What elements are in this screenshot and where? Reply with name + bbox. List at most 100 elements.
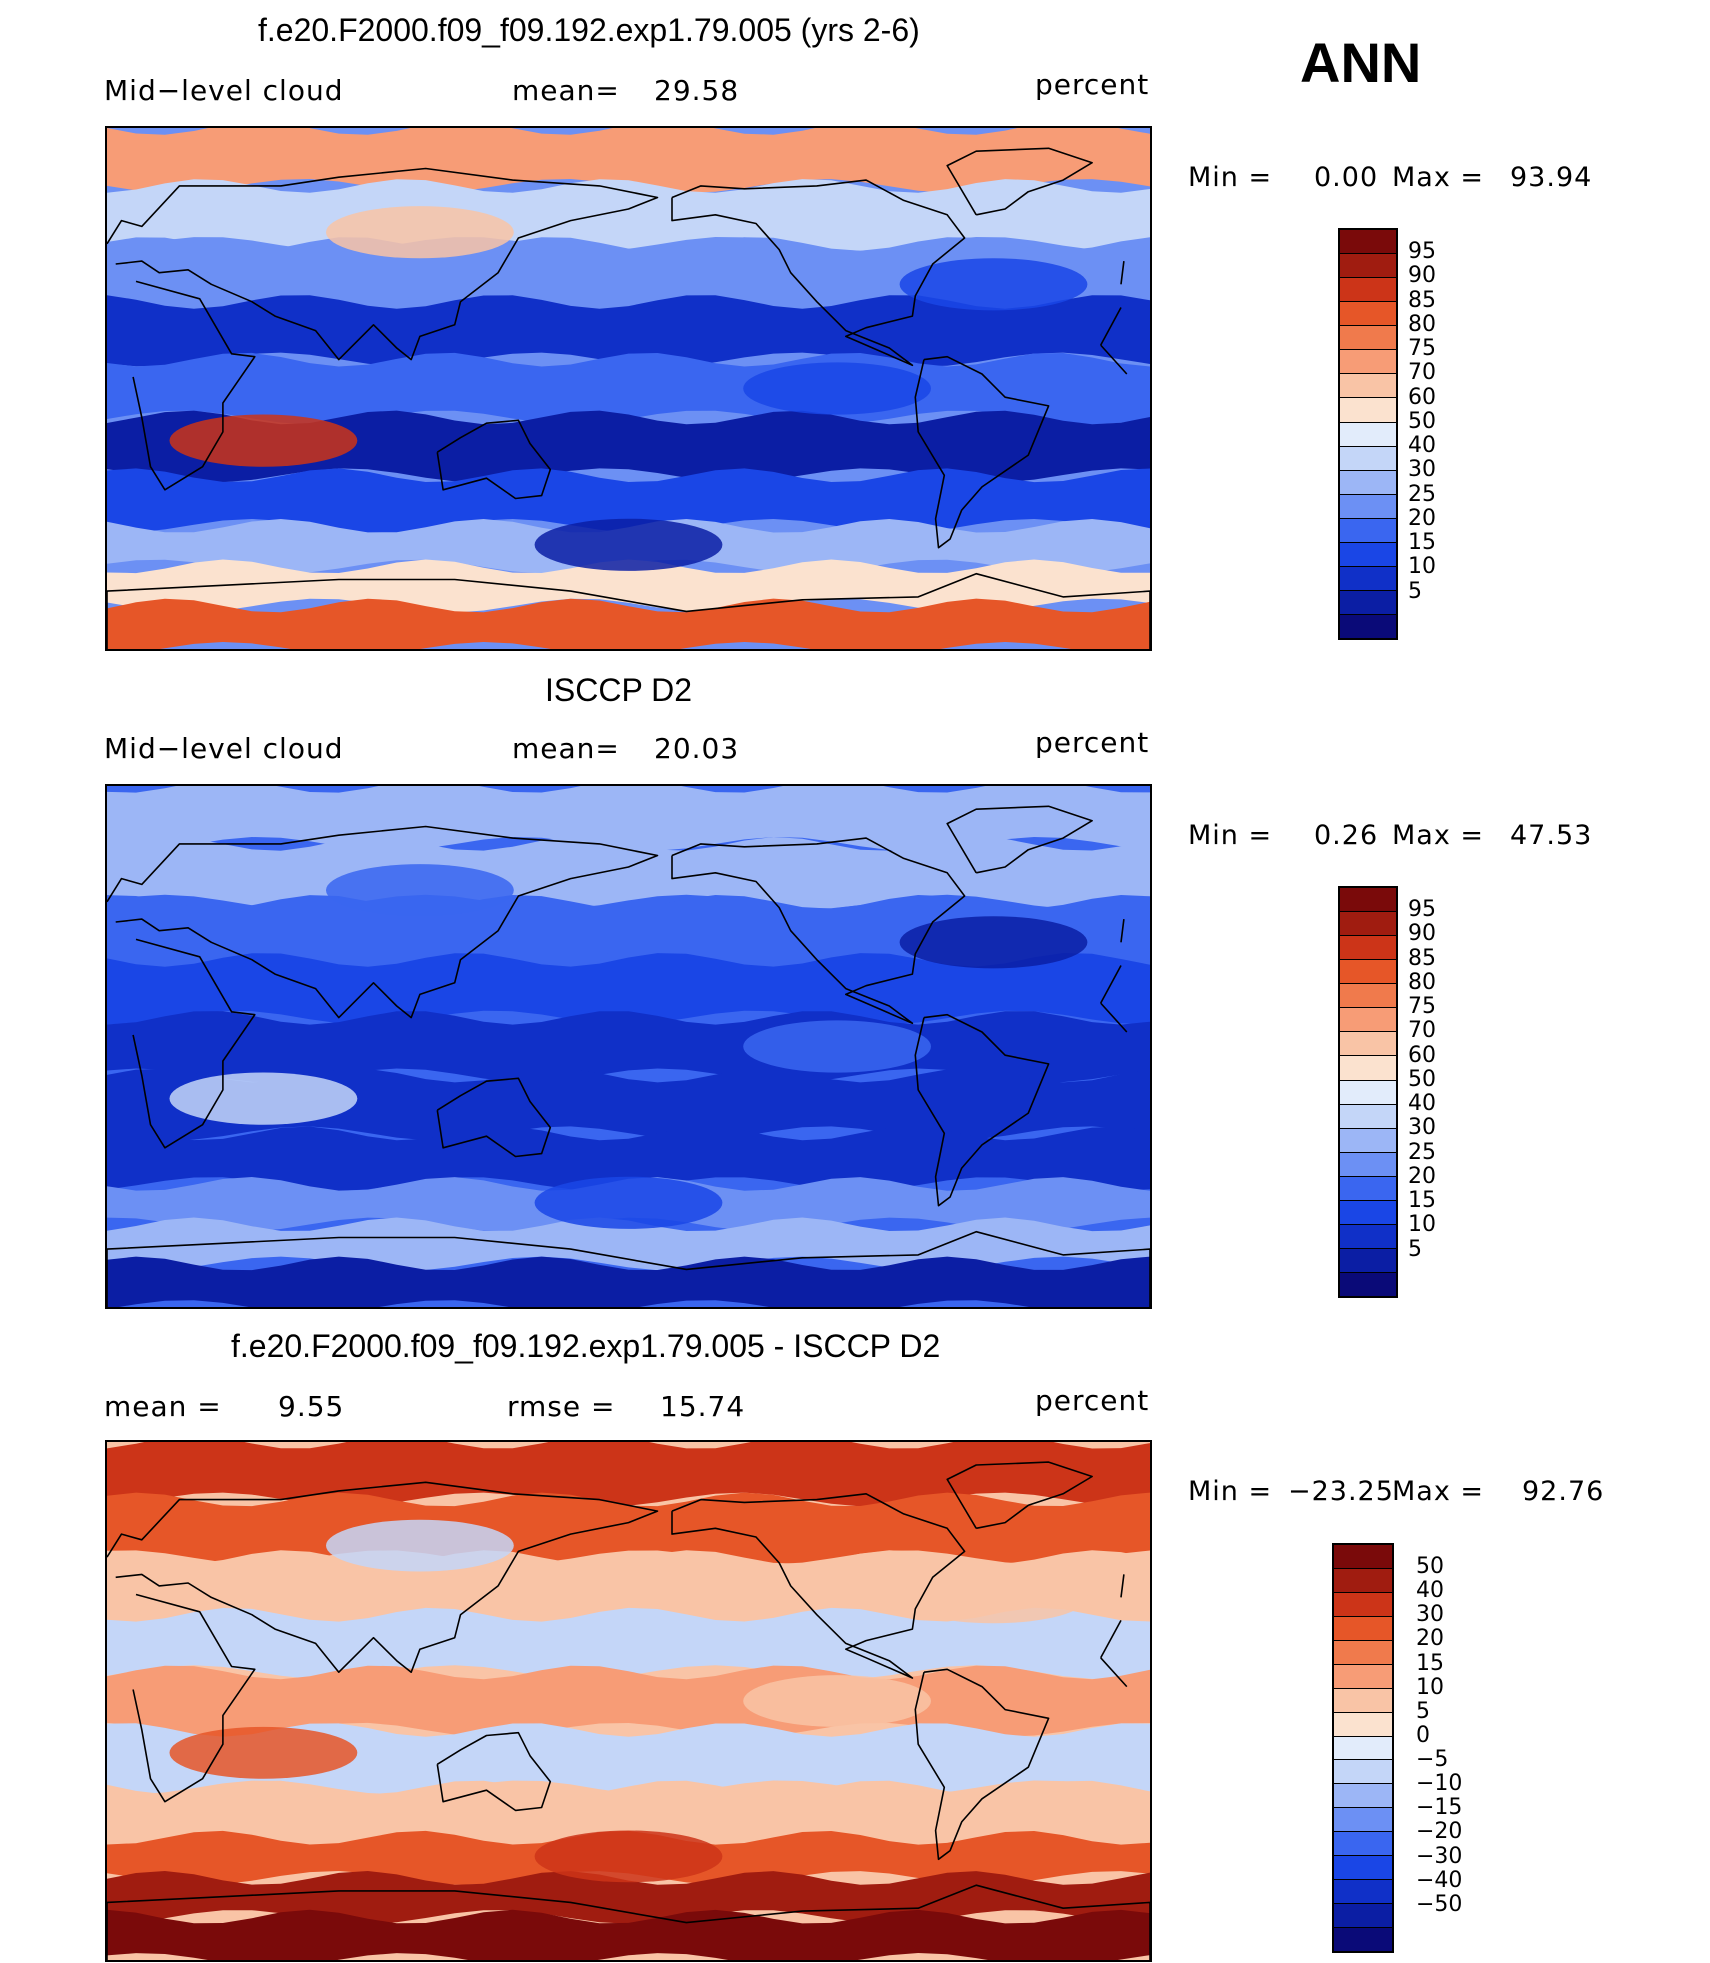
coastline — [1120, 919, 1125, 943]
coastline — [436, 419, 552, 500]
lat-band — [107, 1871, 1150, 1924]
panel-3-title: f.e20.F2000.f09_f09.192.exp1.79.005 - IS… — [231, 1328, 941, 1364]
panel-3-rmse-label: rmse = — [507, 1390, 616, 1423]
colorbar-swatch — [1340, 277, 1396, 302]
field-blob — [169, 1726, 358, 1779]
coastline — [107, 1884, 1150, 1960]
colorbar-tick-label: 0 — [1416, 1722, 1430, 1748]
field-blob — [326, 864, 514, 917]
coastline — [436, 1731, 552, 1812]
colorbar-tick-label: 5 — [1416, 1698, 1430, 1724]
coastline — [914, 1668, 1050, 1861]
colorbar-swatch — [1340, 983, 1396, 1008]
lat-band — [107, 786, 1150, 851]
coastline — [1100, 1657, 1128, 1688]
panel-3-map — [105, 1440, 1152, 1962]
colorbar-swatch — [1340, 517, 1396, 542]
colorbar-tick-label: 70 — [1408, 1018, 1436, 1044]
panel-3-min-label: Min = — [1188, 1476, 1273, 1507]
colorbar-tick-label: 15 — [1408, 1188, 1436, 1214]
colorbar-swatch — [1340, 325, 1396, 350]
lat-band — [107, 468, 1150, 533]
lat-band — [107, 1126, 1150, 1191]
panel-1-max-label: Max = — [1392, 162, 1485, 193]
colorbar-swatch — [1340, 541, 1396, 566]
colorbar-tick-label: 20 — [1408, 1163, 1436, 1189]
lat-band — [107, 1068, 1150, 1141]
field-blob — [743, 362, 931, 415]
field-blob — [326, 206, 514, 259]
field-blob — [326, 1519, 514, 1572]
colorbar-tick-label: 10 — [1408, 554, 1436, 580]
coastline — [671, 1492, 966, 1679]
colorbar-tick-label: 50 — [1408, 1066, 1436, 1092]
colorbar-tick-label: 25 — [1408, 481, 1436, 507]
colorbar-tick-label: 40 — [1416, 1578, 1444, 1604]
colorbar-tick-label: 85 — [1408, 287, 1436, 313]
colorbar-tick-label: 10 — [1408, 1212, 1436, 1238]
coastline — [1099, 1620, 1122, 1659]
lat-band — [107, 237, 1150, 309]
colorbar-tick-label: 85 — [1408, 945, 1436, 971]
panel-3-units: percent — [1035, 1384, 1150, 1417]
coastline — [436, 1077, 552, 1158]
colorbar-tick-label: 50 — [1416, 1554, 1444, 1580]
colorbar-swatch — [1340, 959, 1396, 984]
panel-2-min-value: 0.26 — [1314, 820, 1379, 851]
coastline — [107, 825, 659, 1019]
season-label: ANN — [1300, 31, 1422, 94]
colorbar-swatch — [1340, 421, 1396, 446]
colorbar-tick-label: 60 — [1408, 384, 1436, 410]
colorbar-swatch — [1340, 1031, 1396, 1056]
colorbar-swatch — [1340, 614, 1396, 639]
panel-1-map-svg — [107, 128, 1150, 649]
colorbar-swatch — [1340, 1199, 1396, 1224]
coastline — [1100, 1002, 1128, 1033]
coastline — [1100, 344, 1128, 375]
coastline — [107, 1230, 1150, 1307]
panel-2-map-svg — [107, 786, 1150, 1307]
colorbar-tick-label: −10 — [1416, 1771, 1463, 1797]
colorbar-swatch — [1340, 397, 1396, 422]
colorbar-tick-label: 25 — [1408, 1139, 1436, 1165]
colorbar-tick-label: −5 — [1416, 1747, 1449, 1773]
colorbar-swatch — [1340, 1223, 1396, 1248]
colorbar-swatch — [1334, 1735, 1392, 1760]
coastline — [671, 837, 966, 1025]
colorbar-swatch — [1340, 1272, 1396, 1297]
colorbar-tick-label: 15 — [1416, 1650, 1444, 1676]
colorbar-tick-label: 10 — [1416, 1674, 1444, 1700]
colorbar-tick-label: −20 — [1416, 1819, 1463, 1845]
colorbar-swatch — [1334, 1759, 1392, 1784]
coastline — [107, 1481, 659, 1673]
coastline — [1120, 1574, 1125, 1598]
colorbar-swatch — [1334, 1927, 1392, 1951]
panel-3-min-value: −23.25 — [1288, 1476, 1394, 1507]
panel-2-max-value: 47.53 — [1510, 820, 1593, 851]
panel-2-mean-value: 20.03 — [654, 732, 740, 765]
colorbar-swatch — [1340, 1151, 1396, 1176]
colorbar-swatch — [1340, 253, 1396, 278]
coastline — [1099, 965, 1122, 1004]
colorbar-tick-label: 95 — [1408, 897, 1436, 923]
lat-band — [107, 895, 1150, 967]
colorbar-tick-label: 90 — [1408, 263, 1436, 289]
colorbar-swatch — [1340, 1127, 1396, 1152]
colorbar-swatch — [1334, 1567, 1392, 1592]
colorbar-swatch — [1340, 1103, 1396, 1128]
colorbar-tick-label: 75 — [1408, 336, 1436, 362]
colorbar-swatch — [1340, 373, 1396, 398]
colorbar-swatch — [1334, 1711, 1392, 1736]
colorbar-tick-label: −50 — [1416, 1891, 1463, 1917]
panel-1-max-value: 93.94 — [1510, 162, 1593, 193]
coastline — [671, 179, 966, 367]
coastline — [914, 1013, 1050, 1207]
field-blob — [743, 1675, 931, 1727]
panel-1-colorbar — [1338, 228, 1398, 640]
coastline — [1099, 307, 1122, 346]
field-blob — [534, 1176, 723, 1229]
colorbar-tick-label: 20 — [1416, 1626, 1444, 1652]
field-blob — [743, 1020, 931, 1073]
field-blob — [169, 1072, 358, 1125]
lat-band — [107, 1723, 1150, 1795]
